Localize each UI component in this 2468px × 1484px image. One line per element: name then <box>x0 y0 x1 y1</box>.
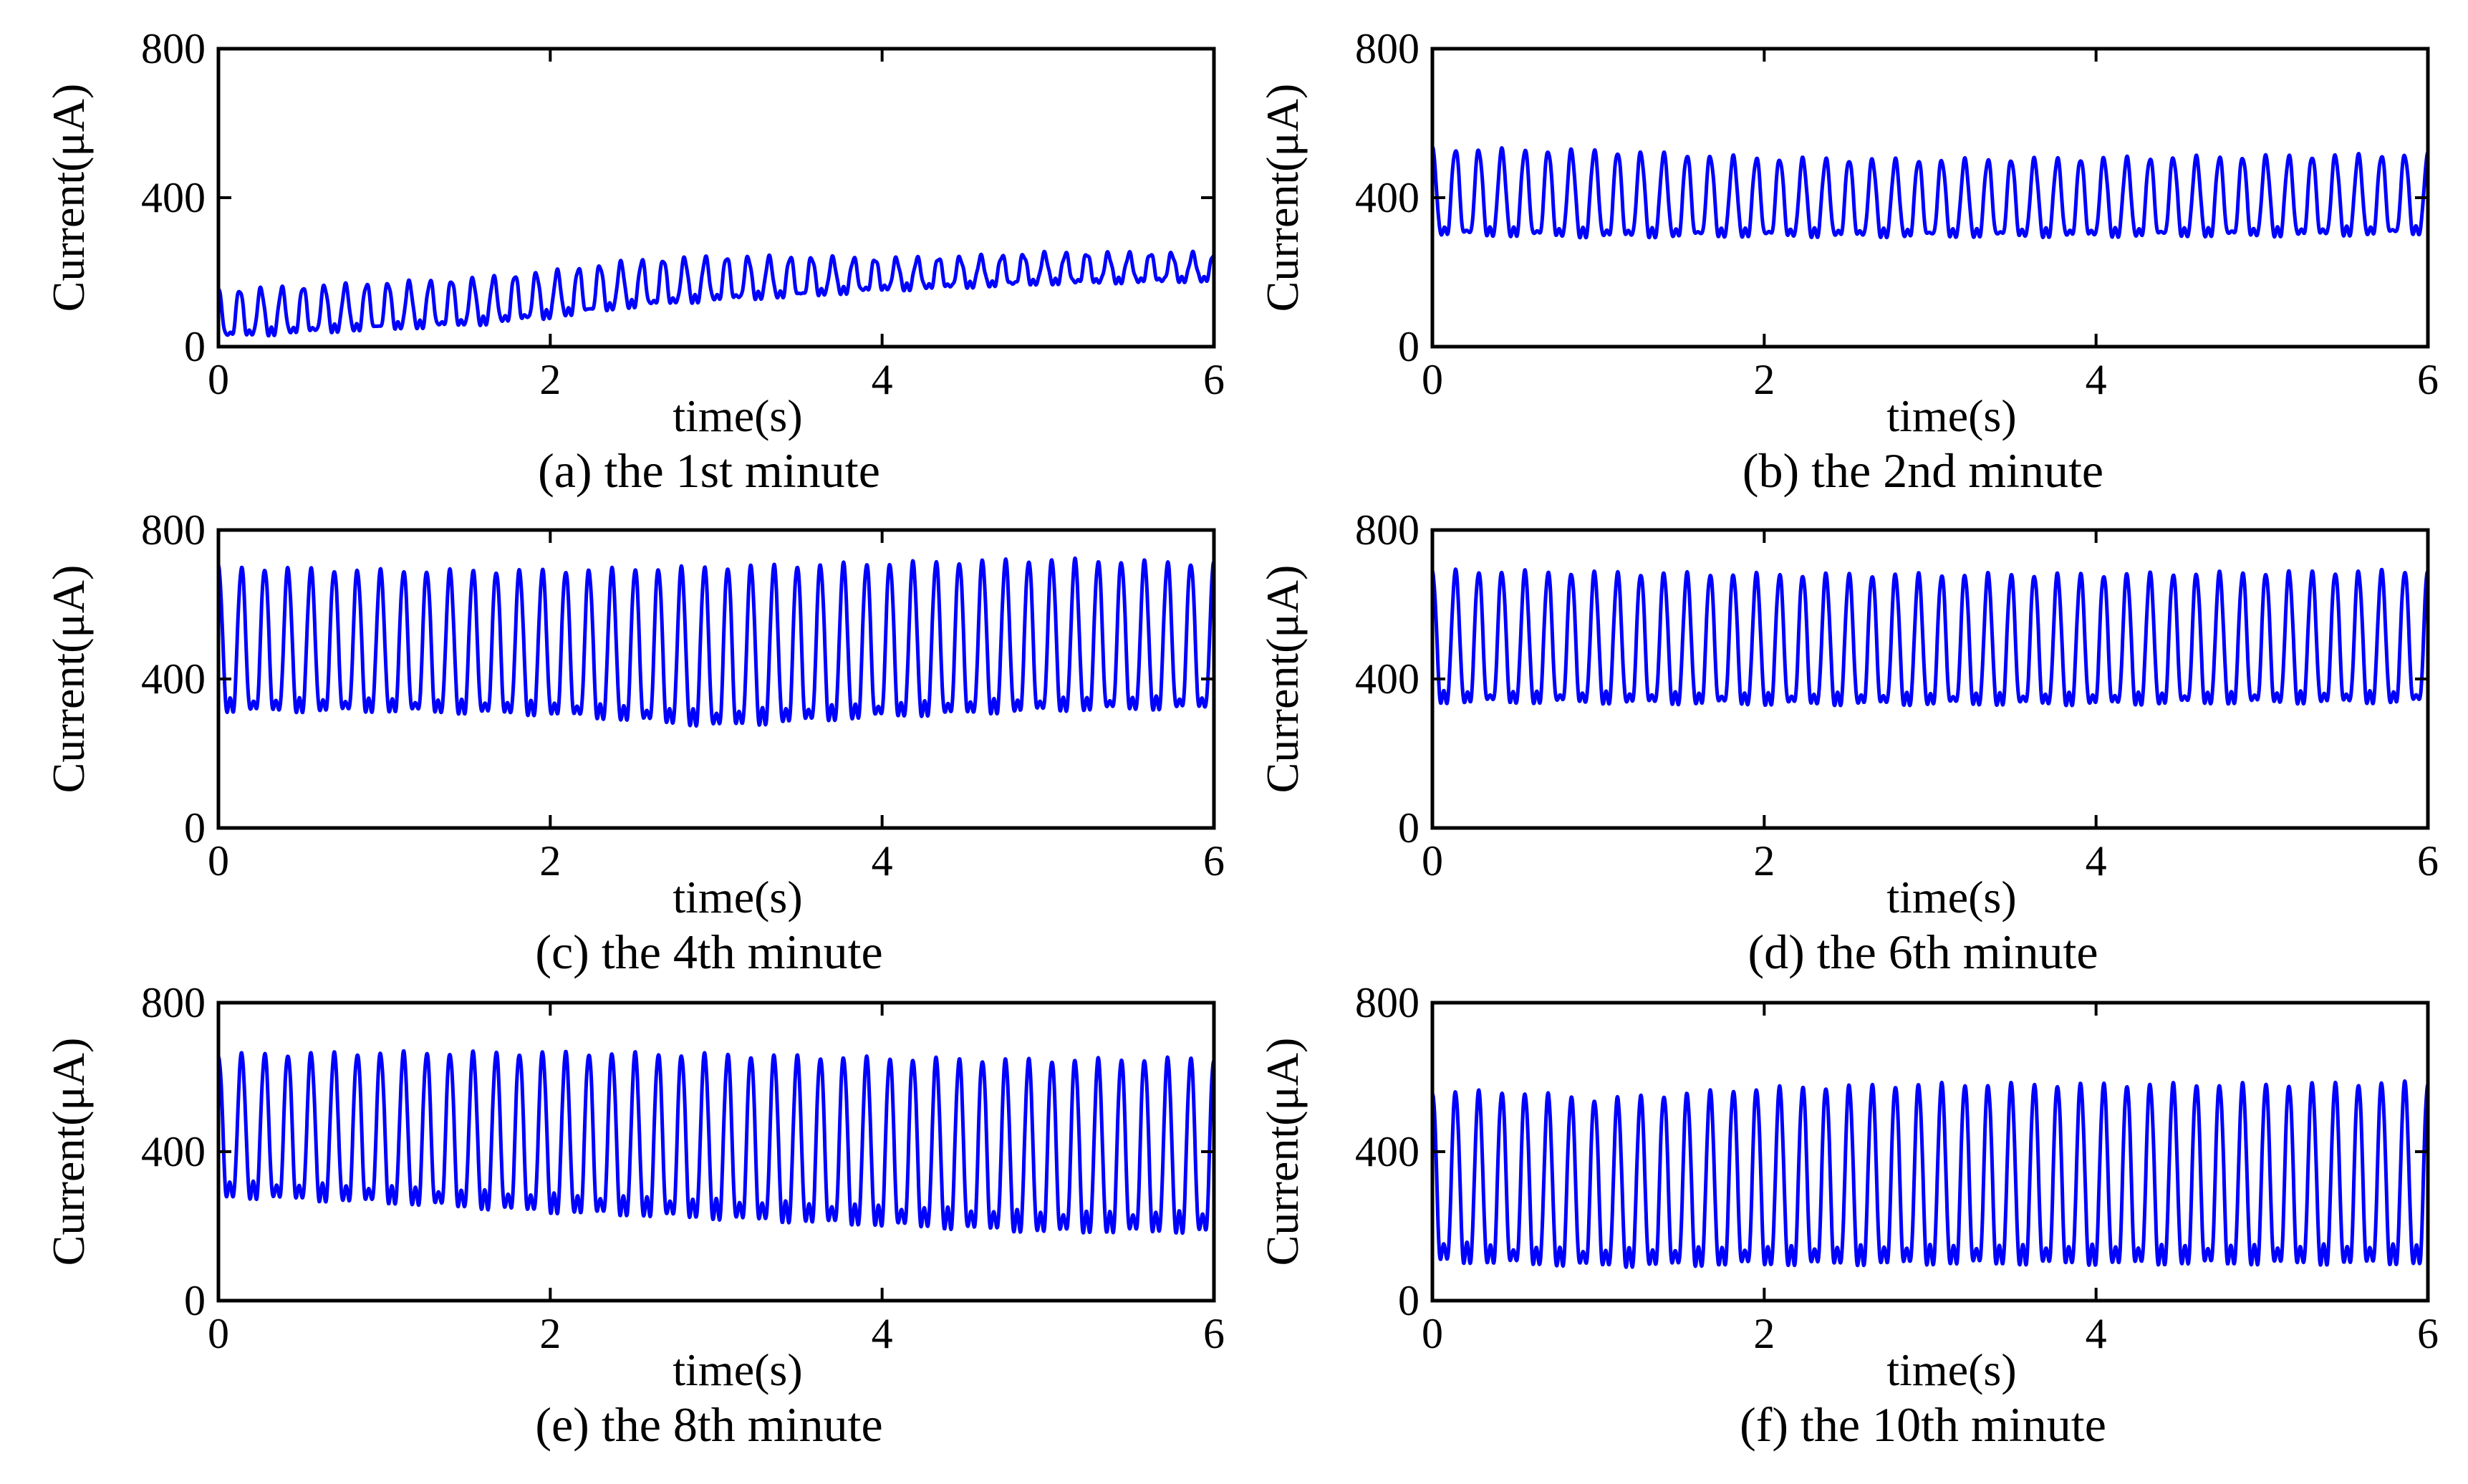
y-tick-label: 800 <box>1355 979 1419 1026</box>
x-tick-label: 6 <box>1203 1310 1225 1357</box>
x-tick-label: 6 <box>2417 356 2439 403</box>
x-axis-label: time(s) <box>673 1344 802 1395</box>
current-series-line <box>216 556 1215 728</box>
panel-c: 0 2 4 6 0 400 800 time(s) Current(μA) (c) the 4th… <box>43 506 1225 979</box>
plot-frame <box>1430 47 2430 349</box>
panel-caption: (e) the 8th minute <box>535 1397 882 1452</box>
y-axis-label: Current(μA) <box>1257 565 1308 794</box>
x-axis-label: time(s) <box>1886 872 2016 922</box>
x-tick-label: 4 <box>2086 356 2107 403</box>
x-tick-label: 4 <box>872 837 893 885</box>
y-tick-label: 400 <box>141 174 206 221</box>
y-tick-label: 0 <box>184 804 206 852</box>
y-axis-label: Current(μA) <box>43 84 94 312</box>
x-axis-label: time(s) <box>673 390 802 441</box>
panel-caption: (a) the 1st minute <box>538 443 880 498</box>
panel-f: 0 2 4 6 0 400 800 time(s) Current(μA) (f) the 10t… <box>1257 979 2439 1452</box>
x-tick-label: 2 <box>1753 837 1775 885</box>
x-axis-label: time(s) <box>673 872 802 922</box>
x-axis-label: time(s) <box>1886 1344 2016 1395</box>
plot-frame <box>216 1001 1216 1303</box>
y-tick-label: 400 <box>1355 174 1419 221</box>
y-tick-label: 400 <box>1355 1128 1419 1175</box>
panel-b: 0 2 4 6 0 400 800 time(s) Current(μA) (b) the 2nd… <box>1257 25 2439 498</box>
y-tick-label: 0 <box>184 1277 206 1324</box>
plot-frame <box>216 528 1216 830</box>
current-series-line <box>216 249 1216 338</box>
x-tick-label: 4 <box>2086 837 2107 885</box>
y-tick-label: 400 <box>141 655 206 703</box>
x-axis-label: time(s) <box>1886 390 2016 441</box>
x-tick-label: 6 <box>2417 1310 2439 1357</box>
panel-caption: (b) the 2nd minute <box>1742 443 2103 498</box>
x-tick-label: 2 <box>1753 356 1775 403</box>
y-tick-label: 0 <box>1398 1277 1419 1324</box>
x-tick-label: 0 <box>1422 837 1443 885</box>
x-tick-label: 0 <box>208 1310 229 1357</box>
y-tick-label: 400 <box>141 1128 206 1175</box>
y-axis-label: Current(μA) <box>43 565 94 794</box>
x-tick-label: 2 <box>1753 1310 1775 1357</box>
x-tick-label: 2 <box>539 356 561 403</box>
plot-frame <box>1430 528 2430 830</box>
x-tick-label: 4 <box>2086 1310 2107 1357</box>
y-tick-label: 0 <box>1398 323 1419 370</box>
x-tick-label: 6 <box>2417 837 2439 885</box>
x-tick-label: 0 <box>1422 1310 1443 1357</box>
x-tick-label: 6 <box>1203 837 1225 885</box>
y-tick-label: 800 <box>1355 506 1419 554</box>
x-tick-label: 2 <box>539 837 561 885</box>
x-tick-label: 6 <box>1203 356 1225 403</box>
y-tick-label: 0 <box>184 323 206 370</box>
panel-caption: (d) the 6th minute <box>1748 925 2098 979</box>
panel-caption: (f) the 10th minute <box>1740 1397 2106 1452</box>
current-series-line <box>1431 145 2429 240</box>
x-tick-label: 2 <box>539 1310 561 1357</box>
y-tick-label: 800 <box>141 979 206 1026</box>
y-tick-label: 800 <box>141 25 206 72</box>
y-tick-label: 400 <box>1355 655 1419 703</box>
y-tick-label: 800 <box>1355 25 1419 72</box>
panel-d: 0 2 4 6 0 400 800 time(s) Current(μA) (d) the 6th… <box>1257 506 2439 979</box>
x-tick-label: 0 <box>208 837 229 885</box>
y-axis-label: Current(μA) <box>43 1038 94 1266</box>
x-tick-label: 4 <box>872 1310 893 1357</box>
current-series-line <box>1431 1079 2430 1269</box>
y-axis-label: Current(μA) <box>1257 1038 1308 1266</box>
y-tick-label: 0 <box>1398 804 1419 852</box>
y-axis-label: Current(μA) <box>1257 84 1308 312</box>
current-series-line <box>216 1049 1216 1235</box>
x-tick-label: 0 <box>1422 356 1443 403</box>
x-tick-label: 0 <box>208 356 229 403</box>
plot-frame <box>216 47 1216 349</box>
x-tick-label: 4 <box>872 356 893 403</box>
y-tick-label: 800 <box>141 506 206 554</box>
current-series-line <box>1430 567 2429 708</box>
panel-a: 0 2 4 6 0 400 800 time(s) Current(μA) (a) the 1st… <box>43 25 1225 498</box>
panel-e: 0 2 4 6 0 400 800 time(s) Current(μA) (e) the 8th… <box>43 979 1225 1452</box>
panel-caption: (c) the 4th minute <box>535 925 882 979</box>
